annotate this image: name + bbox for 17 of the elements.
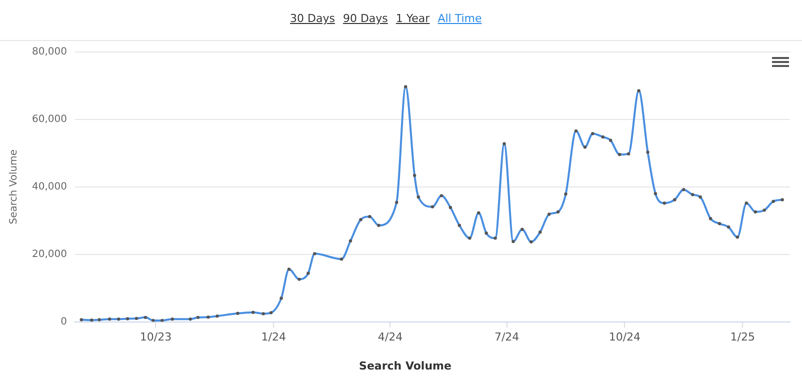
x-tick-label: 10/23	[140, 330, 172, 344]
y-tick-label: 80,000	[32, 46, 67, 58]
y-tick-label: 60,000	[32, 114, 67, 126]
y-tick-label: 20,000	[32, 248, 67, 260]
x-tick-label: 4/24	[378, 330, 403, 344]
y-tick-label: 0	[60, 316, 67, 328]
y-axis-title: Search Volume	[8, 150, 20, 224]
x-tick-label: 7/24	[494, 330, 520, 344]
text: 1 Year	[396, 12, 430, 25]
text: All Time	[438, 12, 482, 25]
x-tick-label: 1/24	[261, 330, 286, 344]
text: 30 Days	[290, 12, 335, 25]
y-tick-label: 40,000	[32, 181, 67, 192]
text: Search Volume	[359, 359, 452, 372]
x-tick-label: 10/24	[608, 330, 641, 344]
x-tick-label: 1/25	[730, 330, 755, 344]
text: 90 Days	[342, 12, 388, 25]
